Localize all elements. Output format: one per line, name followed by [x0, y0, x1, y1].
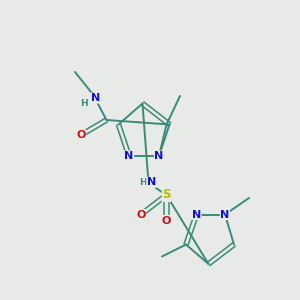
- Text: N: N: [147, 177, 156, 188]
- Text: O: O: [136, 209, 146, 220]
- Text: H: H: [139, 178, 147, 187]
- Text: N: N: [124, 151, 134, 161]
- Text: S: S: [162, 188, 171, 202]
- Text: N: N: [154, 151, 164, 161]
- Text: N: N: [220, 209, 230, 220]
- Text: O: O: [76, 130, 86, 140]
- Text: N: N: [192, 209, 201, 220]
- Text: O: O: [162, 215, 171, 226]
- Text: N: N: [91, 93, 100, 103]
- Text: H: H: [80, 99, 88, 108]
